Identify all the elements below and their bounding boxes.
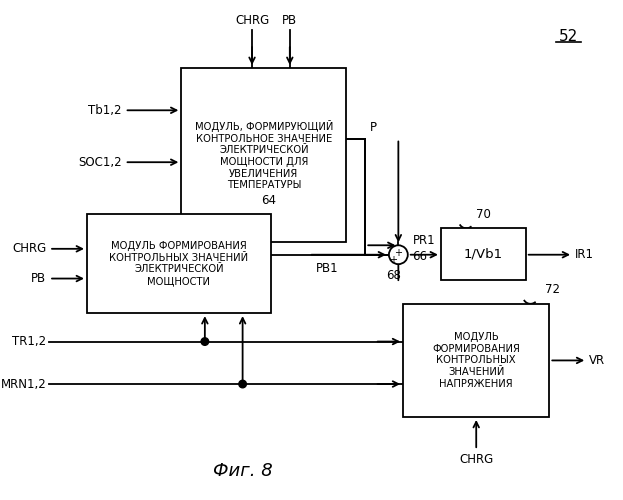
Text: PR1: PR1 — [412, 234, 435, 247]
Text: 66: 66 — [412, 250, 427, 263]
Text: 52: 52 — [559, 29, 578, 44]
Text: MRN1,2: MRN1,2 — [1, 378, 46, 390]
Text: 72: 72 — [545, 283, 559, 296]
Text: 1/Vb1: 1/Vb1 — [464, 248, 503, 260]
Text: SOC1,2: SOC1,2 — [78, 156, 121, 168]
Text: Tb1,2: Tb1,2 — [88, 104, 121, 117]
Text: Фиг. 8: Фиг. 8 — [212, 462, 272, 480]
Text: МОДУЛЬ, ФОРМИРУЮЩИЙ
КОНТРОЛЬНОЕ ЗНАЧЕНИЕ
ЭЛЕКТРИЧЕСКОЙ
МОЩНОСТИ ДЛЯ
УВЕЛИЧЕНИЯ
Т: МОДУЛЬ, ФОРМИРУЮЩИЙ КОНТРОЛЬНОЕ ЗНАЧЕНИЕ… — [194, 120, 333, 190]
Text: МОДУЛЬ ФОРМИРОВАНИЯ
КОНТРОЛЬНЫХ ЗНАЧЕНИЙ
ЭЛЕКТРИЧЕСКОЙ
МОЩНОСТИ: МОДУЛЬ ФОРМИРОВАНИЯ КОНТРОЛЬНЫХ ЗНАЧЕНИЙ… — [109, 242, 249, 286]
Text: TR1,2: TR1,2 — [12, 335, 46, 348]
Bar — [87, 214, 271, 313]
Text: PB: PB — [31, 272, 46, 285]
Text: PB: PB — [282, 14, 297, 27]
Text: PB1: PB1 — [316, 262, 339, 276]
Text: 68: 68 — [386, 269, 401, 282]
Text: CHRG: CHRG — [12, 242, 46, 256]
Bar — [181, 68, 346, 242]
Text: +: + — [394, 248, 402, 258]
Text: 64: 64 — [262, 194, 277, 206]
Circle shape — [239, 380, 246, 388]
Bar — [441, 228, 526, 280]
Text: CHRG: CHRG — [459, 453, 493, 466]
Text: VR: VR — [589, 354, 605, 367]
Circle shape — [201, 338, 209, 345]
Text: CHRG: CHRG — [235, 14, 269, 27]
Circle shape — [394, 251, 402, 258]
Text: +: + — [389, 255, 397, 265]
Text: 70: 70 — [476, 208, 491, 220]
Circle shape — [389, 246, 408, 264]
Text: МОДУЛЬ
ФОРМИРОВАНИЯ
КОНТРОЛЬНЫХ
ЗНАЧЕНИЙ
НАПРЯЖЕНИЯ: МОДУЛЬ ФОРМИРОВАНИЯ КОНТРОЛЬНЫХ ЗНАЧЕНИЙ… — [432, 332, 520, 388]
Bar — [403, 304, 549, 417]
Text: P: P — [370, 121, 377, 134]
Text: IR1: IR1 — [575, 248, 594, 261]
